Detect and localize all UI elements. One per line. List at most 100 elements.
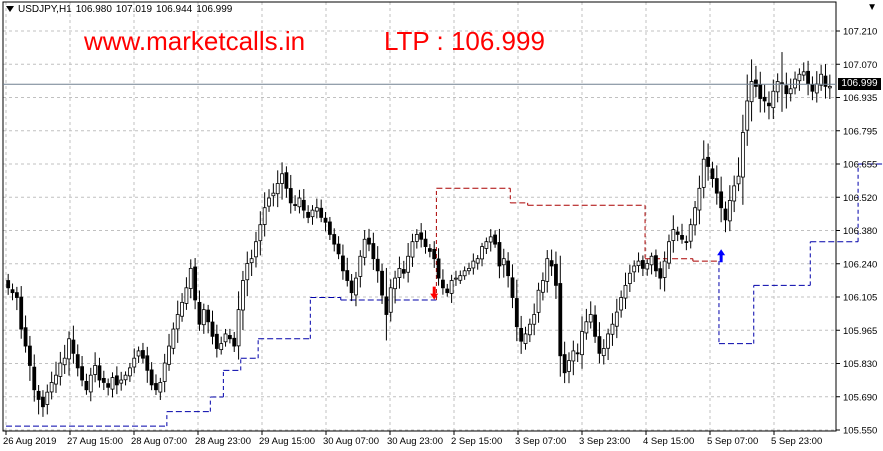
y-tick-label: 107.070: [843, 60, 877, 71]
candle-body: [758, 84, 763, 99]
candle-body: [401, 269, 406, 274]
site-watermark: www.marketcalls.in: [84, 26, 306, 56]
candle-body: [593, 314, 597, 337]
candle-body: [406, 255, 411, 273]
candle-body: [75, 354, 80, 369]
candle-body: [441, 279, 445, 289]
candle-body: [527, 323, 532, 336]
candle-body: [771, 90, 776, 109]
candle-body: [788, 88, 793, 95]
candle-body: [293, 204, 298, 206]
candle-body: [97, 365, 102, 381]
buy-arrow-icon: [717, 249, 726, 263]
candle-body: [345, 270, 350, 281]
chart-shift-arrow-icon[interactable]: ▼: [867, 2, 877, 13]
candle-body: [814, 83, 819, 94]
candle-body: [623, 284, 628, 299]
candle-body: [145, 355, 150, 371]
candle-body: [736, 175, 741, 185]
candle-body: [336, 243, 341, 255]
candle-body: [632, 265, 637, 273]
candle-body: [167, 345, 171, 365]
symbol-header: USDJPY,H1 106.980 107.019 106.944 106.999: [6, 4, 236, 15]
candle-body: [232, 337, 237, 347]
candle-body: [610, 323, 615, 335]
candle-body: [693, 207, 697, 226]
candle-body: [380, 270, 384, 296]
low-value: 106.944: [156, 4, 193, 15]
candle-body: [258, 224, 263, 242]
candle-body: [110, 377, 115, 390]
candle-body: [488, 236, 493, 243]
candle-body: [645, 263, 650, 270]
candle-body: [127, 367, 132, 377]
candle-body: [819, 73, 824, 86]
y-tick-label: 106.105: [843, 293, 877, 304]
x-tick-label: 3 Sep 07:00: [515, 436, 566, 447]
x-tick-label: 27 Aug 15:00: [67, 436, 123, 447]
y-tick-label: 105.690: [843, 392, 877, 403]
candle-body: [23, 327, 28, 347]
candle-body: [367, 237, 371, 245]
x-tick-label: 30 Aug 07:00: [323, 436, 379, 447]
y-tick-label: 106.240: [843, 259, 877, 270]
candle-body: [454, 277, 458, 280]
candle-body: [297, 197, 302, 208]
plot-frame: [2, 1, 837, 432]
candle-body: [249, 258, 254, 264]
dropdown-triangle-icon[interactable]: [6, 6, 14, 13]
candle-body: [432, 248, 437, 260]
candle-body: [597, 336, 602, 354]
candle-body: [241, 280, 245, 311]
candle-body: [171, 328, 176, 349]
candle-body: [727, 200, 732, 222]
candle-body: [354, 277, 358, 296]
candle-body: [627, 272, 632, 285]
candle-body: [436, 258, 441, 279]
x-tick-label: 2 Sep 15:00: [451, 436, 502, 447]
candle-body: [349, 280, 354, 294]
x-tick-label: 30 Aug 23:00: [387, 436, 443, 447]
candle-body: [323, 217, 328, 223]
candle-body: [41, 396, 45, 408]
candle-body: [784, 85, 789, 95]
candle-body: [106, 383, 111, 388]
trailing-stop-layer: [6, 163, 883, 427]
candle-body: [823, 75, 828, 87]
candle-body: [506, 260, 511, 277]
candle-body: [706, 156, 710, 167]
candle-body: [214, 333, 219, 349]
candle-body: [514, 298, 519, 328]
candle-body: [119, 379, 124, 384]
candles-layer: [6, 52, 832, 417]
candle-body: [19, 296, 24, 330]
candle-body: [45, 391, 50, 405]
candle-body: [393, 277, 397, 290]
candle-body: [219, 343, 224, 351]
candle-body: [754, 79, 758, 87]
candle-body: [175, 314, 180, 330]
y-tick-label: 106.935: [843, 93, 877, 104]
candle-body: [714, 178, 719, 194]
candle-body: [141, 350, 145, 359]
candle-body: [536, 289, 541, 313]
candle-body: [567, 360, 571, 372]
candle-body: [301, 199, 306, 211]
candle-body: [662, 260, 667, 278]
candle-body: [545, 258, 550, 282]
y-tick-label: 105.550: [843, 426, 877, 437]
ltp-watermark: LTP : 106.999: [384, 26, 545, 56]
candle-body: [667, 241, 671, 264]
candle-body: [284, 172, 289, 189]
candle-body: [275, 183, 280, 195]
high-value: 107.019: [115, 4, 153, 15]
candle-body: [327, 221, 332, 235]
candle-body: [571, 350, 576, 362]
candle-body: [541, 280, 545, 293]
candle-body: [606, 333, 611, 349]
candle-body: [793, 78, 797, 89]
candle-body: [84, 380, 89, 391]
candle-body: [684, 241, 689, 243]
